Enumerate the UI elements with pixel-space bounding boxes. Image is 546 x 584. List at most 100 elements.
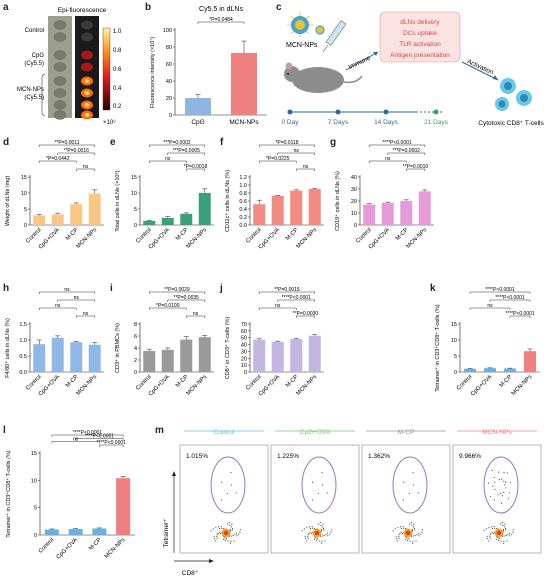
flow-event <box>512 531 514 533</box>
flow-event <box>499 492 501 495</box>
flow-event <box>230 540 232 542</box>
significance-label: *P=0.0442 <box>46 156 70 162</box>
flow-event <box>503 540 505 542</box>
flow-event <box>230 471 232 474</box>
flow-event <box>417 492 419 494</box>
significance-label: ns <box>385 156 391 162</box>
y-tick-label: 0 <box>24 223 27 229</box>
flow-event <box>306 526 308 529</box>
chart-k: 0 5 10 15 Tetramer⁺ in CD3⁺CD8⁺ T-cells (%) C… <box>434 287 540 398</box>
flow-event <box>498 537 500 540</box>
significance-bracket <box>259 160 297 163</box>
bar <box>381 202 394 225</box>
flow-event <box>509 535 511 537</box>
significance-bracket <box>489 299 531 302</box>
timeline-label: 21 Days <box>424 119 449 126</box>
flow-event <box>395 535 397 538</box>
flow-event <box>503 535 505 537</box>
flow-event <box>502 542 505 544</box>
y-tick-label: 0.4 <box>239 207 247 213</box>
x-tick-label: MCN-NPs <box>295 227 318 250</box>
y-axis-label: Fluorescence intensity (×10⁷) <box>149 37 156 108</box>
significance-label: ****P<0.0001 <box>282 295 312 301</box>
colorbar-tick: 0.8 <box>113 48 122 54</box>
flow-event <box>501 478 503 480</box>
flow-event <box>308 532 310 534</box>
y-axis-label: Tetramer⁺ in CD3⁺CD8⁺ T-cells (%) <box>5 450 12 537</box>
y-tick-label: 1.2 <box>239 175 247 181</box>
flow-event <box>230 526 233 528</box>
bar <box>271 195 284 225</box>
flow-event <box>402 525 404 528</box>
y-tick-label: 10 <box>351 211 357 217</box>
flow-event <box>493 499 495 501</box>
significance-label: ns <box>303 164 309 170</box>
flow-event <box>489 535 491 537</box>
flow-event <box>395 538 398 540</box>
x-tick-label: Control <box>135 374 152 391</box>
bar <box>524 351 536 372</box>
flow-event <box>503 471 505 474</box>
significance-bracket <box>197 21 245 24</box>
flow-event <box>330 529 333 531</box>
significance-label: ns <box>275 303 281 309</box>
bar <box>180 339 193 372</box>
flow-event <box>485 528 487 530</box>
y-tick-label: 0 <box>454 370 457 376</box>
flow-event <box>501 522 503 524</box>
activation-label: Activation <box>466 58 495 76</box>
flow-event <box>489 534 491 536</box>
flow-event <box>326 492 328 494</box>
bar <box>363 204 376 225</box>
flow-event <box>316 537 318 540</box>
flow-event <box>413 523 415 525</box>
flow-event <box>307 537 309 539</box>
flow-event <box>405 538 407 540</box>
significance-label: **P=0.0016 <box>64 148 90 154</box>
significance-bracket <box>149 160 187 163</box>
flow-event <box>498 479 500 481</box>
panel-label-j: j <box>220 283 223 294</box>
y-tick-label: 0.8 <box>239 191 247 197</box>
flow-event <box>489 537 491 539</box>
flow-event <box>323 534 325 537</box>
lymph-node-fluorescence <box>81 32 93 42</box>
bar <box>180 213 193 225</box>
y-tick-label: 15 <box>451 322 457 328</box>
flow-xlabel: CD8⁺ <box>182 570 199 577</box>
significance-label: ns <box>64 287 70 293</box>
flow-event <box>411 542 414 544</box>
group-label-cpg-2: (Cy5.5) <box>24 61 44 67</box>
x-tick-label: Control <box>25 227 42 244</box>
flow-event <box>322 527 325 530</box>
y-tick-label: 10 <box>241 363 247 369</box>
x-tick-label: M-CP <box>88 537 103 552</box>
flow-event <box>421 529 424 531</box>
x-tick-label: MCN-NPs <box>185 374 208 397</box>
significance-label: **P=0.0030 <box>293 311 319 317</box>
bar <box>418 191 431 225</box>
flow-event <box>236 535 238 537</box>
y-tick-label: 60 <box>166 62 172 68</box>
mechanism-line: Antigen presentation <box>390 52 450 59</box>
flow-event <box>307 534 309 536</box>
flow-event <box>507 498 509 500</box>
flow-event <box>312 527 314 529</box>
x-tick-label: Control <box>25 374 42 391</box>
fluorescence-hotspot <box>84 113 90 117</box>
bar <box>308 335 321 372</box>
flow-event <box>502 528 504 530</box>
group-label-mcn-2: (Cy5.5) <box>24 95 44 101</box>
fluorescence-hotspot <box>84 79 90 83</box>
flow-event <box>414 534 416 537</box>
flow-group-label: M-CP <box>398 429 415 436</box>
y-tick-label: 0.2 <box>239 215 247 221</box>
colorbar <box>102 27 111 111</box>
x-tick-label: Control <box>355 227 372 244</box>
lymph-node-photo <box>53 88 67 98</box>
flow-event <box>402 499 404 501</box>
flow-percentage: 1.362% <box>368 453 390 460</box>
y-tick-label: 4 <box>134 346 137 352</box>
y-tick-label: 0 <box>134 223 137 229</box>
significance-label: ns <box>487 303 493 309</box>
